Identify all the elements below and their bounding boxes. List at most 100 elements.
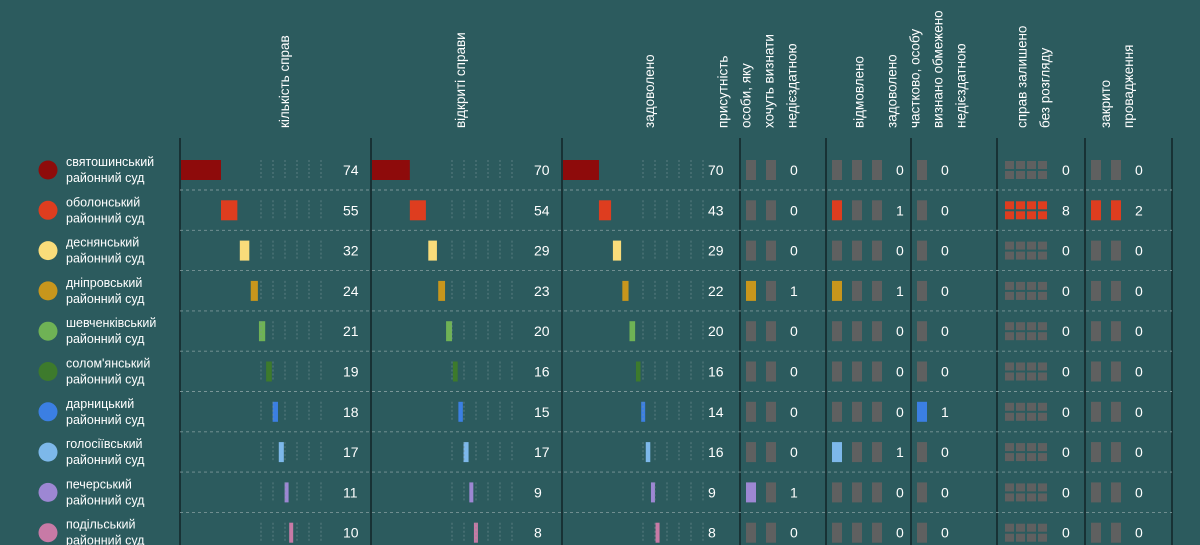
value-label: 11 bbox=[343, 484, 358, 500]
value-label: 0 bbox=[896, 162, 904, 178]
count-square bbox=[872, 200, 882, 221]
value-bar bbox=[655, 522, 660, 543]
court-name-line: районний суд bbox=[66, 373, 145, 387]
value-bar bbox=[284, 482, 289, 503]
count-square bbox=[1027, 483, 1036, 492]
count-square bbox=[746, 240, 756, 261]
count-square bbox=[746, 361, 756, 382]
count-square bbox=[1027, 161, 1036, 169]
value-label: 10 bbox=[343, 525, 359, 541]
count-square bbox=[872, 160, 882, 180]
value-label: 0 bbox=[1135, 283, 1143, 299]
count-square bbox=[917, 280, 927, 301]
count-square bbox=[852, 280, 862, 301]
value-label: 16 bbox=[534, 364, 550, 380]
count-square bbox=[852, 482, 862, 503]
count-square bbox=[832, 482, 842, 503]
value-bar bbox=[650, 482, 655, 503]
value-label: 0 bbox=[941, 444, 949, 460]
value-label: 0 bbox=[1135, 484, 1143, 500]
count-square bbox=[832, 321, 842, 342]
count-square bbox=[1111, 522, 1121, 543]
column-header-label: особи, яку bbox=[739, 63, 754, 128]
count-square bbox=[766, 280, 776, 301]
value-bar bbox=[469, 482, 474, 503]
value-label: 0 bbox=[1062, 323, 1070, 339]
value-bar bbox=[438, 280, 446, 301]
value-bar bbox=[181, 160, 221, 180]
count-square bbox=[1005, 171, 1014, 179]
count-square bbox=[1038, 402, 1047, 411]
value-bar bbox=[278, 442, 284, 463]
value-label: 0 bbox=[941, 364, 949, 380]
count-square bbox=[1038, 443, 1047, 452]
value-label: 0 bbox=[1062, 283, 1070, 299]
value-label: 29 bbox=[708, 243, 724, 259]
column-header-label: визнано обмежено bbox=[931, 10, 946, 128]
court-legend-dot bbox=[38, 402, 58, 422]
count-square bbox=[1005, 402, 1014, 411]
count-square bbox=[766, 442, 776, 463]
value-label: 0 bbox=[1062, 243, 1070, 259]
value-label: 43 bbox=[708, 202, 724, 218]
column-header-label: без розгляду bbox=[1038, 48, 1053, 128]
count-square bbox=[1091, 522, 1101, 543]
count-square bbox=[1038, 533, 1047, 542]
court-legend-dot bbox=[38, 482, 58, 502]
value-bar bbox=[372, 160, 410, 180]
value-label: 0 bbox=[941, 243, 949, 259]
value-label: 32 bbox=[343, 243, 359, 259]
column-header-label: провадження bbox=[1121, 45, 1136, 129]
count-square bbox=[1005, 533, 1014, 542]
count-square bbox=[872, 240, 882, 261]
value-label: 0 bbox=[941, 202, 949, 218]
court-name-line: солом'янський bbox=[66, 357, 150, 371]
count-square bbox=[766, 240, 776, 261]
value-label: 70 bbox=[534, 162, 550, 178]
count-square bbox=[1038, 201, 1047, 210]
count-square bbox=[1005, 241, 1014, 250]
count-square bbox=[832, 361, 842, 382]
value-label: 18 bbox=[343, 404, 359, 420]
value-label: 21 bbox=[343, 323, 359, 339]
column-header-label: хочуть визнати bbox=[762, 34, 777, 128]
count-square bbox=[1038, 211, 1047, 220]
court-legend-dot bbox=[38, 241, 58, 261]
value-label: 9 bbox=[534, 484, 542, 500]
value-label: 0 bbox=[790, 525, 798, 541]
count-square bbox=[1027, 291, 1036, 300]
count-square bbox=[1016, 493, 1025, 502]
count-square bbox=[917, 482, 927, 503]
count-square bbox=[1016, 523, 1025, 532]
value-label: 15 bbox=[534, 404, 550, 420]
value-label: 1 bbox=[790, 283, 798, 299]
count-square bbox=[1005, 322, 1014, 331]
column-header-label: справ залишено bbox=[1015, 26, 1030, 128]
count-square bbox=[1005, 362, 1014, 371]
value-label: 0 bbox=[941, 162, 949, 178]
value-label: 0 bbox=[941, 484, 949, 500]
count-square bbox=[1005, 332, 1014, 341]
count-square bbox=[1027, 372, 1036, 381]
count-square bbox=[1027, 171, 1036, 179]
count-square bbox=[746, 200, 756, 221]
count-square bbox=[917, 160, 927, 180]
count-square bbox=[1005, 281, 1014, 290]
count-square bbox=[1027, 281, 1036, 290]
value-bar bbox=[258, 321, 266, 342]
value-label: 0 bbox=[1135, 162, 1143, 178]
count-square bbox=[746, 401, 756, 422]
value-label: 0 bbox=[1135, 364, 1143, 380]
count-square bbox=[872, 321, 882, 342]
count-square bbox=[1027, 493, 1036, 502]
count-square bbox=[1038, 332, 1047, 341]
court-name-line: печерський bbox=[66, 477, 132, 491]
count-square bbox=[852, 361, 862, 382]
count-square bbox=[1027, 332, 1036, 341]
value-label: 0 bbox=[941, 323, 949, 339]
value-label: 17 bbox=[343, 444, 359, 460]
count-square bbox=[1027, 201, 1036, 210]
value-bar bbox=[629, 321, 636, 342]
count-square bbox=[1038, 291, 1047, 300]
